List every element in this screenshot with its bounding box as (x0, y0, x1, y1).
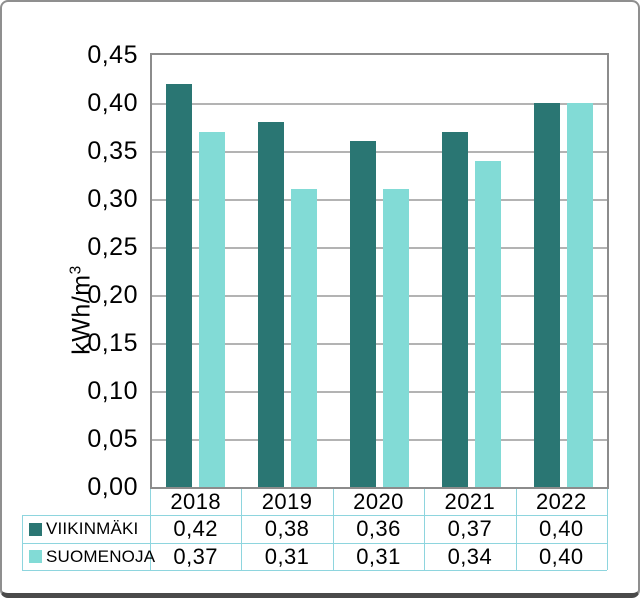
value-cell-suomenoja-2021: 0,34 (447, 543, 493, 569)
bar-viikinmaki-2022 (533, 103, 560, 487)
legend-item-suomenoja: SUOMENOJA (22, 543, 155, 570)
table-column-border (150, 489, 151, 570)
year-header-2019: 2019 (261, 489, 313, 514)
table-column-border (607, 489, 608, 570)
y-axis-title-superscript: 3 (67, 265, 85, 275)
bar-suomenoja-2020 (383, 189, 409, 487)
y-tick-label-0-25: 0,25 (87, 233, 138, 261)
value-cell-viikinmaki-2020: 0,36 (356, 516, 401, 541)
bar-suomenoja-2019 (291, 189, 318, 487)
table-column-border (332, 489, 334, 570)
gridline (152, 391, 607, 393)
value-cell-suomenoja-2018: 0,37 (173, 543, 218, 569)
legend-label-viikinmaki: VIIKINMÄKI (46, 519, 139, 538)
legend-swatch-suomenoja-icon (29, 550, 42, 563)
table-row-border (22, 543, 607, 544)
bar-suomenoja-2021 (474, 160, 501, 487)
bar-viikinmaki-2021 (441, 131, 468, 487)
year-header-2018: 2018 (170, 489, 222, 514)
value-cell-suomenoja-2022: 0,40 (538, 543, 584, 569)
value-cell-viikinmaki-2018: 0,42 (173, 516, 218, 541)
bar-viikinmaki-2018 (166, 83, 193, 487)
year-header-2021: 2021 (444, 489, 496, 514)
y-tick-label-0-05: 0,05 (87, 425, 138, 453)
value-cell-viikinmaki-2019: 0,38 (264, 516, 310, 541)
table-row-border (22, 515, 607, 516)
value-cell-viikinmaki-2022: 0,40 (538, 516, 584, 541)
legend-label-suomenoja: SUOMENOJA (46, 546, 156, 566)
table-column-border (241, 489, 243, 570)
plot-area (150, 53, 609, 489)
table-column-border (515, 489, 517, 570)
bar-suomenoja-2018 (199, 131, 226, 487)
table-column-border (424, 489, 426, 570)
value-cell-viikinmaki-2021: 0,37 (447, 516, 493, 541)
bar-suomenoja-2022 (566, 103, 593, 487)
y-tick-label-0-10: 0,10 (87, 377, 138, 405)
gridline (152, 247, 607, 249)
gridline (152, 103, 607, 105)
y-tick-label-0-45: 0,45 (87, 41, 138, 69)
year-header-2020: 2020 (353, 489, 404, 514)
y-tick-label-0-30: 0,30 (87, 185, 138, 213)
gridline (152, 439, 607, 441)
gridline (152, 199, 607, 201)
gridline (152, 151, 607, 153)
y-tick-label-0-00: 0,00 (87, 473, 138, 501)
y-tick-label-0-20: 0,20 (87, 281, 138, 309)
value-cell-suomenoja-2020: 0,31 (356, 543, 401, 569)
y-tick-label-0-15: 0,15 (87, 329, 138, 357)
y-tick-label-0-35: 0,35 (87, 137, 138, 165)
legend-swatch-viikinmaki-icon (29, 522, 42, 536)
y-tick-label-0-40: 0,40 (87, 89, 138, 117)
year-header-2022: 2022 (535, 489, 587, 514)
bar-viikinmaki-2020 (350, 141, 376, 487)
gridline (152, 343, 607, 345)
table-left-border (22, 515, 23, 570)
legend-item-viikinmaki: VIIKINMÄKI (22, 515, 150, 543)
table-bottom-border (22, 570, 607, 571)
value-cell-suomenoja-2019: 0,31 (264, 543, 310, 569)
gridline (152, 295, 607, 297)
bar-viikinmaki-2019 (258, 122, 285, 487)
